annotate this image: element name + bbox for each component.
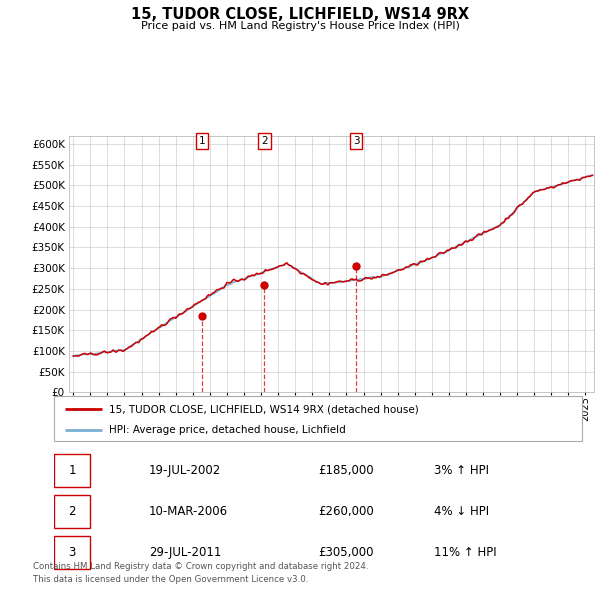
Text: 4% ↓ HPI: 4% ↓ HPI [434,505,489,518]
Text: 3: 3 [68,546,76,559]
FancyBboxPatch shape [54,396,582,441]
Text: 19-JUL-2002: 19-JUL-2002 [149,464,221,477]
Text: 1: 1 [199,136,205,146]
FancyBboxPatch shape [54,536,90,569]
Text: 10-MAR-2006: 10-MAR-2006 [149,505,228,518]
Text: 1: 1 [68,464,76,477]
Text: 2: 2 [261,136,268,146]
Text: 3% ↑ HPI: 3% ↑ HPI [434,464,489,477]
Text: 29-JUL-2011: 29-JUL-2011 [149,546,221,559]
Text: 3: 3 [353,136,359,146]
FancyBboxPatch shape [54,495,90,528]
Text: 11% ↑ HPI: 11% ↑ HPI [434,546,497,559]
Text: 2: 2 [68,505,76,518]
Text: Contains HM Land Registry data © Crown copyright and database right 2024.: Contains HM Land Registry data © Crown c… [33,562,368,571]
Text: 15, TUDOR CLOSE, LICHFIELD, WS14 9RX (detached house): 15, TUDOR CLOSE, LICHFIELD, WS14 9RX (de… [109,404,419,414]
Text: Price paid vs. HM Land Registry's House Price Index (HPI): Price paid vs. HM Land Registry's House … [140,21,460,31]
Text: This data is licensed under the Open Government Licence v3.0.: This data is licensed under the Open Gov… [33,575,308,584]
Text: 15, TUDOR CLOSE, LICHFIELD, WS14 9RX: 15, TUDOR CLOSE, LICHFIELD, WS14 9RX [131,7,469,22]
Text: £185,000: £185,000 [318,464,374,477]
FancyBboxPatch shape [54,454,90,487]
Text: HPI: Average price, detached house, Lichfield: HPI: Average price, detached house, Lich… [109,425,346,435]
Text: £305,000: £305,000 [318,546,373,559]
Text: £260,000: £260,000 [318,505,374,518]
